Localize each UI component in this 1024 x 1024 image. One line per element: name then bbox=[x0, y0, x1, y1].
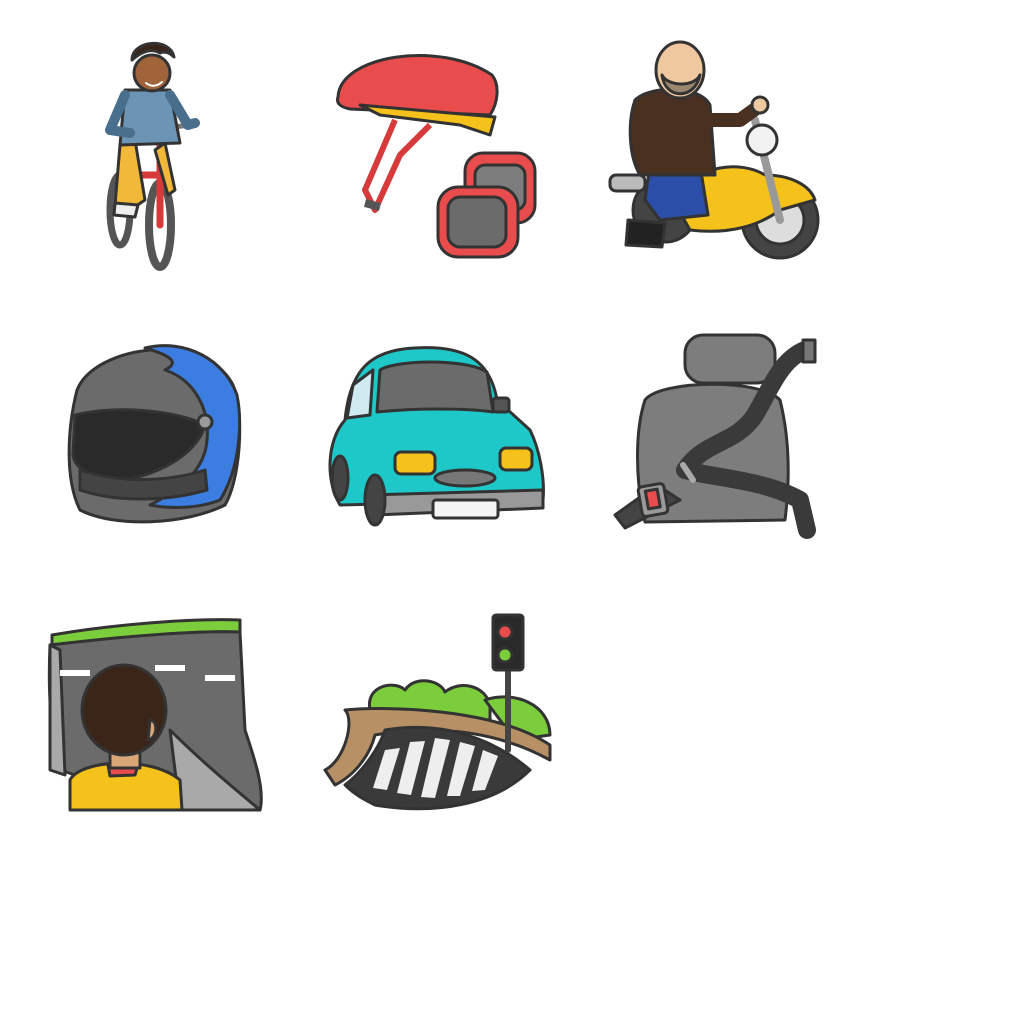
tile-motorcycle-helmet[interactable] bbox=[55, 330, 305, 580]
boy-on-bicycle-icon bbox=[105, 41, 200, 271]
tile-boy-on-bicycle[interactable] bbox=[70, 25, 320, 275]
tile-boy-looking-at-road[interactable] bbox=[40, 610, 290, 860]
car-seat-belt-icon bbox=[613, 333, 817, 539]
man-on-motorcycle-icon bbox=[608, 40, 820, 260]
bike-helmet-and-knee-pads-icon bbox=[336, 54, 537, 259]
boy-looking-at-road-icon bbox=[47, 618, 263, 812]
tile-car-seat-belt[interactable] bbox=[585, 330, 835, 580]
crosswalk-traffic-light-icon bbox=[323, 613, 552, 811]
tile-man-on-motorcycle[interactable] bbox=[590, 25, 840, 275]
tile-bike-helmet-and-knee-pads[interactable] bbox=[320, 25, 570, 275]
tile-crosswalk-traffic-light[interactable] bbox=[315, 610, 565, 860]
tile-car[interactable] bbox=[315, 330, 565, 580]
motorcycle-helmet-icon bbox=[67, 344, 242, 524]
car-icon bbox=[328, 346, 545, 527]
